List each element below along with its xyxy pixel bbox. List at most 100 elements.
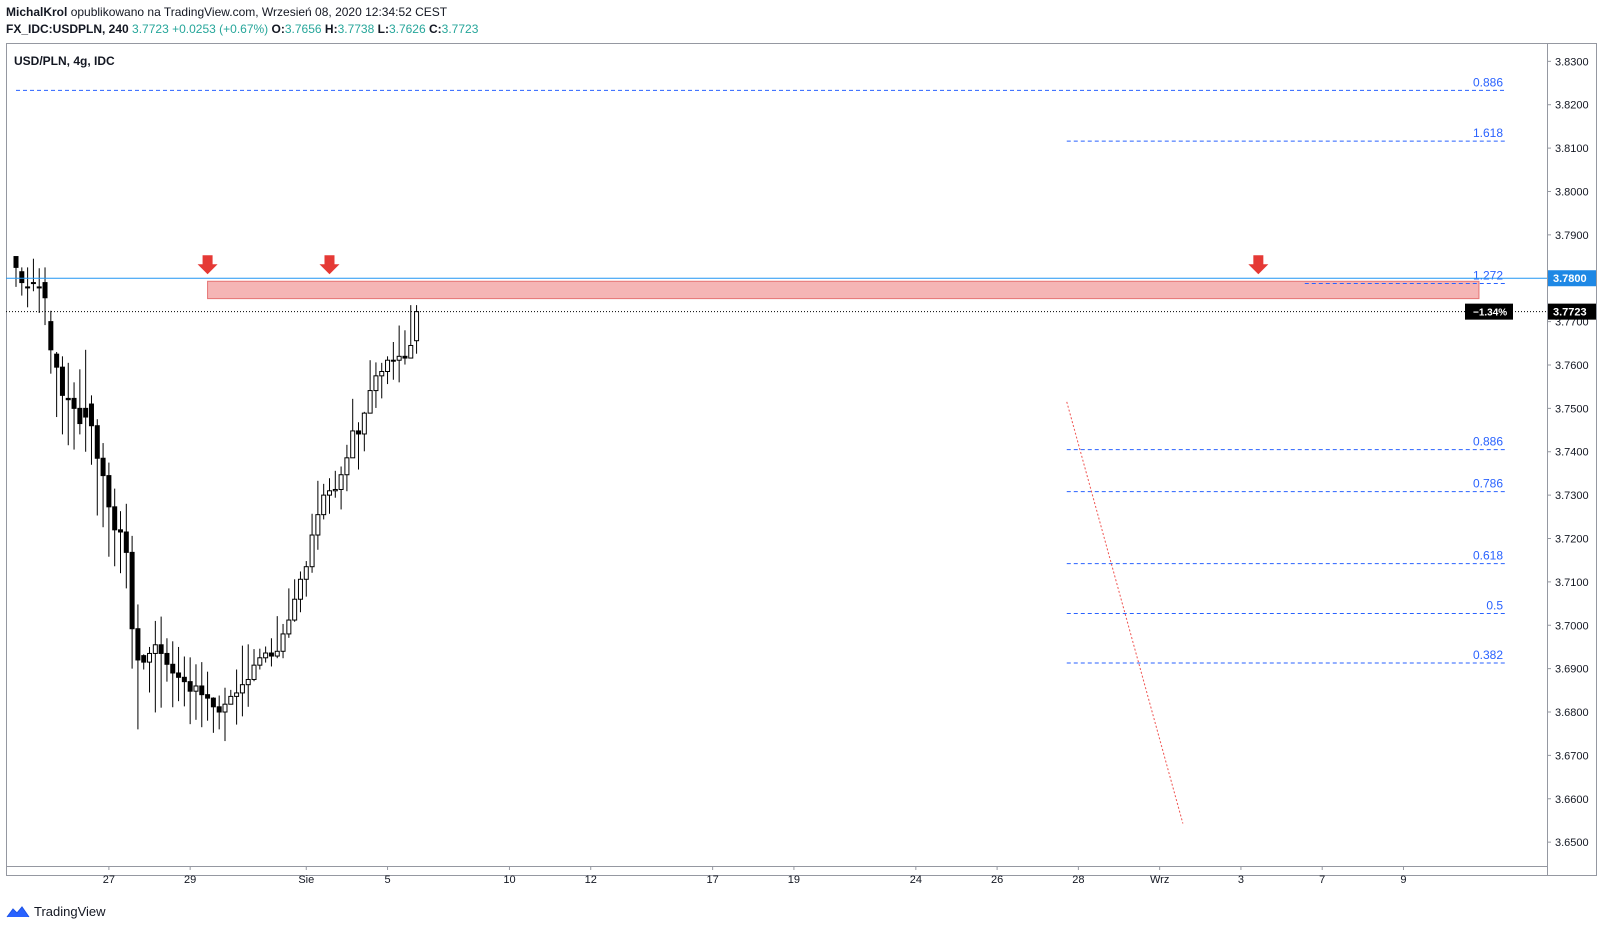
price-tick-label: 3.7900 xyxy=(1555,230,1589,242)
price-tick-label: 3.7000 xyxy=(1555,620,1589,632)
price-change: +0.0253 (+0.67%) xyxy=(172,22,269,36)
fib-level-label: 0.618 xyxy=(1473,549,1503,563)
candle-body xyxy=(176,672,182,678)
price-tick-label: 3.6500 xyxy=(1555,837,1589,849)
trend-line xyxy=(1066,401,1184,824)
time-tick-label: 12 xyxy=(585,874,597,886)
time-tick-label: 3 xyxy=(1238,874,1244,886)
time-tick-label: 5 xyxy=(384,874,390,886)
candle-body xyxy=(344,457,350,476)
fib-level-label: 0.886 xyxy=(1473,435,1503,449)
candle-body xyxy=(193,685,199,692)
candle-body xyxy=(135,628,141,661)
price-tick-label: 3.8200 xyxy=(1555,100,1589,112)
candle-body xyxy=(257,657,263,666)
price-tick-label: 3.7600 xyxy=(1555,360,1589,372)
time-tick-label: Sie xyxy=(298,874,314,886)
time-tick-label: Wrz xyxy=(1150,874,1169,886)
candle-body xyxy=(170,663,176,674)
candle-body xyxy=(274,650,280,657)
candle-body xyxy=(245,678,251,686)
low-label: L: xyxy=(377,22,389,36)
candle-body xyxy=(147,652,153,663)
candle-body xyxy=(205,694,211,699)
candle-body xyxy=(234,692,240,697)
candle-body xyxy=(88,403,94,427)
candle-body xyxy=(332,488,338,492)
time-tick-label: 26 xyxy=(991,874,1003,886)
current-price-label: 3.7723 xyxy=(1553,307,1587,319)
candle-body xyxy=(42,282,48,299)
fib-level-label: 0.786 xyxy=(1473,477,1503,491)
open-label: O: xyxy=(271,22,285,36)
time-tick-label: 19 xyxy=(788,874,800,886)
footer-branding: TradingView xyxy=(6,904,106,919)
candle-body xyxy=(48,321,54,351)
time-tick-label: 17 xyxy=(707,874,719,886)
candle-body xyxy=(123,531,129,553)
candle-body xyxy=(292,598,298,621)
candle-body xyxy=(414,311,420,342)
candle-body xyxy=(268,652,274,657)
resistance-price-label: 3.7800 xyxy=(1553,273,1587,285)
candle-body xyxy=(385,359,391,372)
time-tick-label: 10 xyxy=(503,874,515,886)
candle-body xyxy=(350,430,356,459)
candle-body xyxy=(315,514,321,536)
candle-body xyxy=(326,490,332,496)
candle-body xyxy=(303,566,309,580)
candle-body xyxy=(19,271,25,284)
change-percent-badge xyxy=(1465,303,1513,320)
candle-body xyxy=(59,366,65,396)
resistance-arrow-icon xyxy=(197,255,218,275)
candle-body xyxy=(361,412,367,435)
close-value: 3.7723 xyxy=(441,22,479,36)
candle-body xyxy=(65,397,71,401)
candle-body xyxy=(390,359,396,362)
price-tick-label: 3.7500 xyxy=(1555,403,1589,415)
time-tick-label: 27 xyxy=(103,874,115,886)
chart-frame xyxy=(6,43,1597,876)
candle-body xyxy=(199,685,205,696)
ohlc-legend: FX_IDC:USDPLN, 240 3.7723 +0.0253 (+0.67… xyxy=(6,22,478,36)
fib-level-label: 1.272 xyxy=(1473,268,1503,282)
candle-body xyxy=(25,286,31,289)
candle-body xyxy=(158,644,164,654)
candle-body xyxy=(263,652,269,659)
candle-body xyxy=(222,703,228,713)
candle-body xyxy=(373,375,379,392)
high-value: 3.7738 xyxy=(337,22,375,36)
candle-body xyxy=(187,681,193,692)
candle-body xyxy=(338,474,344,490)
price-tick-label: 3.7400 xyxy=(1555,447,1589,459)
candle-body xyxy=(309,534,315,568)
candle-body xyxy=(216,706,222,713)
candle-body xyxy=(100,457,106,477)
fib-level-label: 0.5 xyxy=(1486,599,1503,613)
fib-level-label: 1.618 xyxy=(1473,126,1503,140)
candle-body xyxy=(402,355,408,359)
candle-body xyxy=(280,633,286,652)
resistance-price-badge xyxy=(1548,270,1596,287)
low-value: 3.7626 xyxy=(388,22,426,36)
candle-body xyxy=(181,676,187,683)
candle-body xyxy=(408,344,414,359)
candle-body xyxy=(210,697,216,708)
pane-title: USD/PLN, 4g, IDC xyxy=(14,54,115,68)
publish-date: opublikowano na TradingView.com, Wrzesie… xyxy=(70,5,448,19)
brand-name: TradingView xyxy=(34,904,106,919)
candle-body xyxy=(228,695,234,705)
candle-body xyxy=(239,684,245,694)
price-tick-label: 3.6900 xyxy=(1555,664,1589,676)
candle-body xyxy=(54,353,60,368)
candle-body xyxy=(36,286,42,289)
price-tick-label: 3.8100 xyxy=(1555,143,1589,155)
high-label: H: xyxy=(324,22,338,36)
candle-body xyxy=(152,644,158,654)
current-price-badge xyxy=(1548,303,1596,320)
candle-body xyxy=(83,407,89,418)
candle-body xyxy=(297,578,303,600)
price-tick-label: 3.8300 xyxy=(1555,56,1589,68)
candle-body xyxy=(77,407,83,425)
